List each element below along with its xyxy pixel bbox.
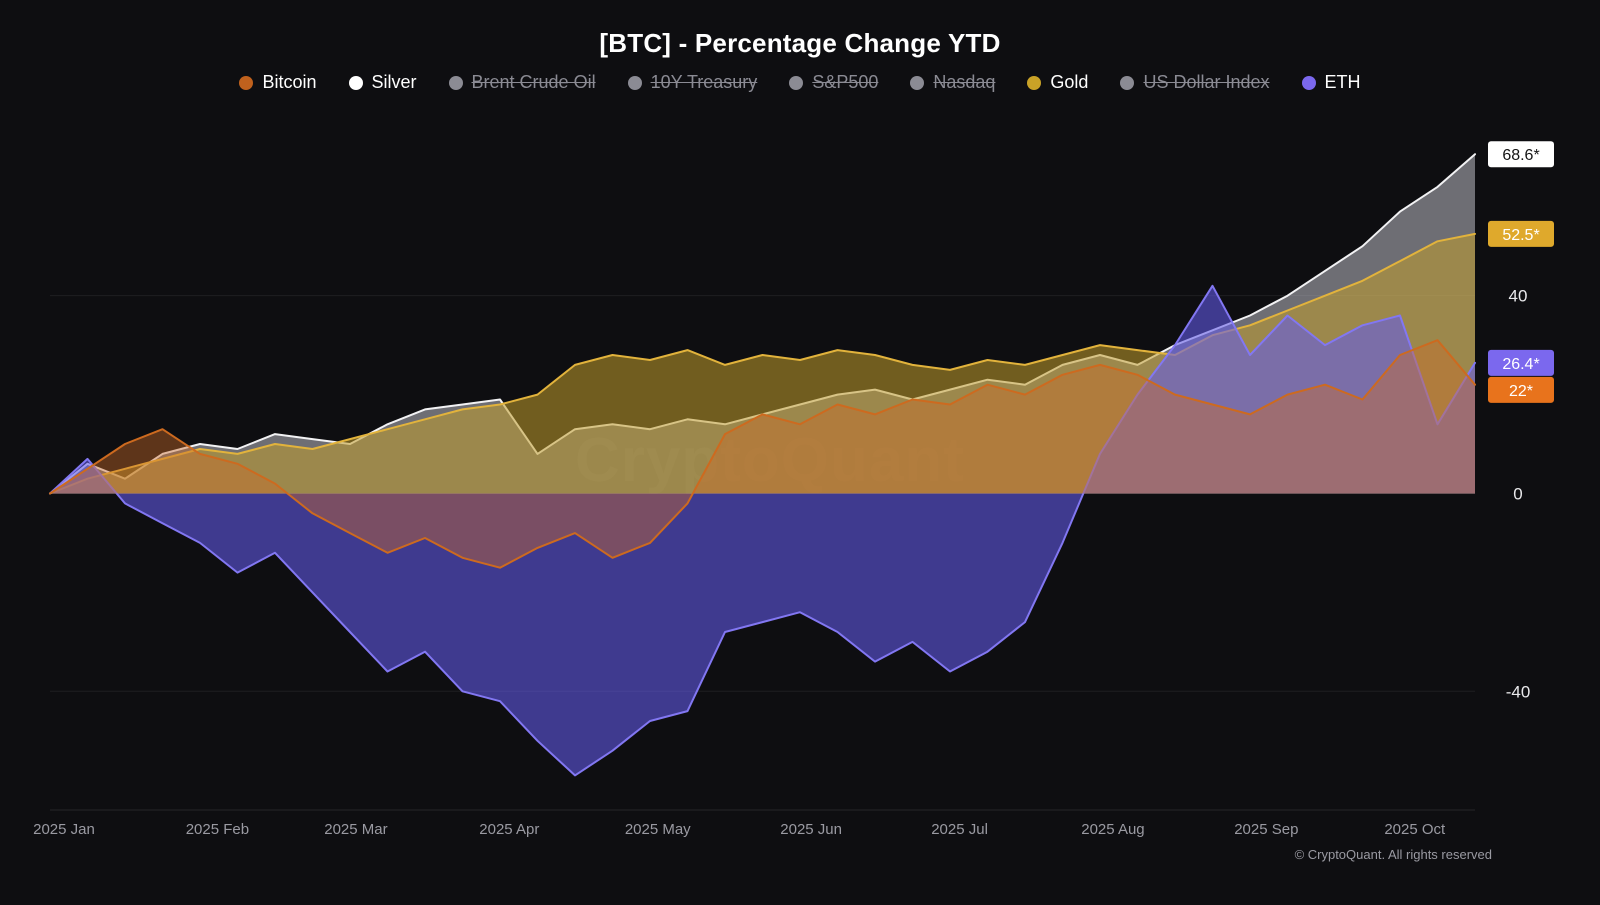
page-title: [BTC] - Percentage Change YTD [599, 28, 1001, 58]
legend-dot-icon [910, 75, 925, 90]
legend-dot-icon [239, 75, 254, 90]
legend-dot-icon [1120, 75, 1135, 90]
legend-item-us-dollar-index[interactable]: US Dollar Index [1120, 72, 1270, 93]
x-axis-tick-label: 2025 May [625, 821, 691, 838]
last-value-badge-bitcoin [1488, 376, 1554, 403]
legend-dot-icon [1301, 75, 1316, 90]
legend-item-label: Nasdaq [933, 72, 996, 92]
legend-item-eth[interactable]: ETH [1301, 72, 1361, 93]
x-axis-tick-label: 2025 Jan [33, 821, 95, 838]
x-axis-tick-label: 2025 Mar [324, 821, 387, 838]
last-value-badge-label: 68.6* [1502, 147, 1539, 164]
legend-item-label: ETH [1324, 72, 1361, 92]
legend-item-label: Silver [371, 72, 417, 92]
last-value-badge-eth [1488, 349, 1554, 376]
last-value-badge-label: 52.5* [1502, 227, 1539, 244]
line-gold[interactable] [49, 232, 1476, 495]
y-axis-tick-label: 0 [1513, 484, 1522, 503]
last-value-badge-label: 26.4* [1502, 356, 1539, 373]
legend-dot-icon [1027, 75, 1042, 90]
line-eth[interactable] [49, 284, 1476, 777]
line-bitcoin[interactable] [49, 339, 1476, 569]
legend-dot-icon [348, 75, 363, 90]
legend-item-10y-treasury[interactable]: 10Y Treasury [627, 72, 758, 93]
legend-item-label: 10Y Treasury [650, 72, 758, 92]
last-value-badge-gold [1488, 220, 1554, 247]
legend-dot-icon [789, 75, 804, 90]
x-axis-tick-label: 2025 Apr [479, 821, 539, 838]
legend-item-s-p500[interactable]: S&P500 [789, 72, 878, 93]
legend-item-nasdaq[interactable]: Nasdaq [910, 72, 995, 93]
last-value-badge-label: 22* [1509, 383, 1533, 400]
x-axis-tick-label: 2025 Oct [1384, 821, 1446, 838]
legend-item-gold[interactable]: Gold [1027, 72, 1088, 93]
area-bitcoin[interactable] [50, 340, 1475, 568]
legend-dot-icon [448, 75, 463, 90]
y-axis-tick-label: -40 [1506, 682, 1531, 701]
legend-item-silver[interactable]: Silver [348, 72, 417, 93]
area-eth[interactable] [50, 285, 1475, 776]
copyright-footer: © CryptoQuant. All rights reserved [1294, 847, 1492, 862]
x-axis-tick-label: 2025 Feb [186, 821, 249, 838]
legend-item-bitcoin[interactable]: Bitcoin [239, 72, 317, 93]
legend-item-label: Bitcoin [262, 72, 317, 92]
x-axis-tick-label: 2025 Jul [931, 821, 988, 838]
x-axis-tick-label: 2025 Sep [1234, 821, 1298, 838]
legend-item-brent-crude-oil[interactable]: Brent Crude Oil [448, 72, 596, 93]
y-axis-tick-label: 40 [1509, 287, 1528, 306]
x-axis-tick-label: 2025 Jun [780, 821, 842, 838]
last-value-badge-silver [1488, 141, 1554, 168]
legend-item-label: US Dollar Index [1143, 72, 1270, 92]
legend-item-label: Brent Crude Oil [471, 72, 596, 92]
legend-dot-icon [627, 75, 642, 90]
legend-item-label: Gold [1050, 72, 1089, 92]
legend-item-label: S&P500 [812, 72, 879, 92]
x-axis-tick-label: 2025 Aug [1081, 821, 1144, 838]
chart-legend: Bitcoin Silver Brent Crude Oil 10Y Treasury… [0, 72, 1600, 93]
